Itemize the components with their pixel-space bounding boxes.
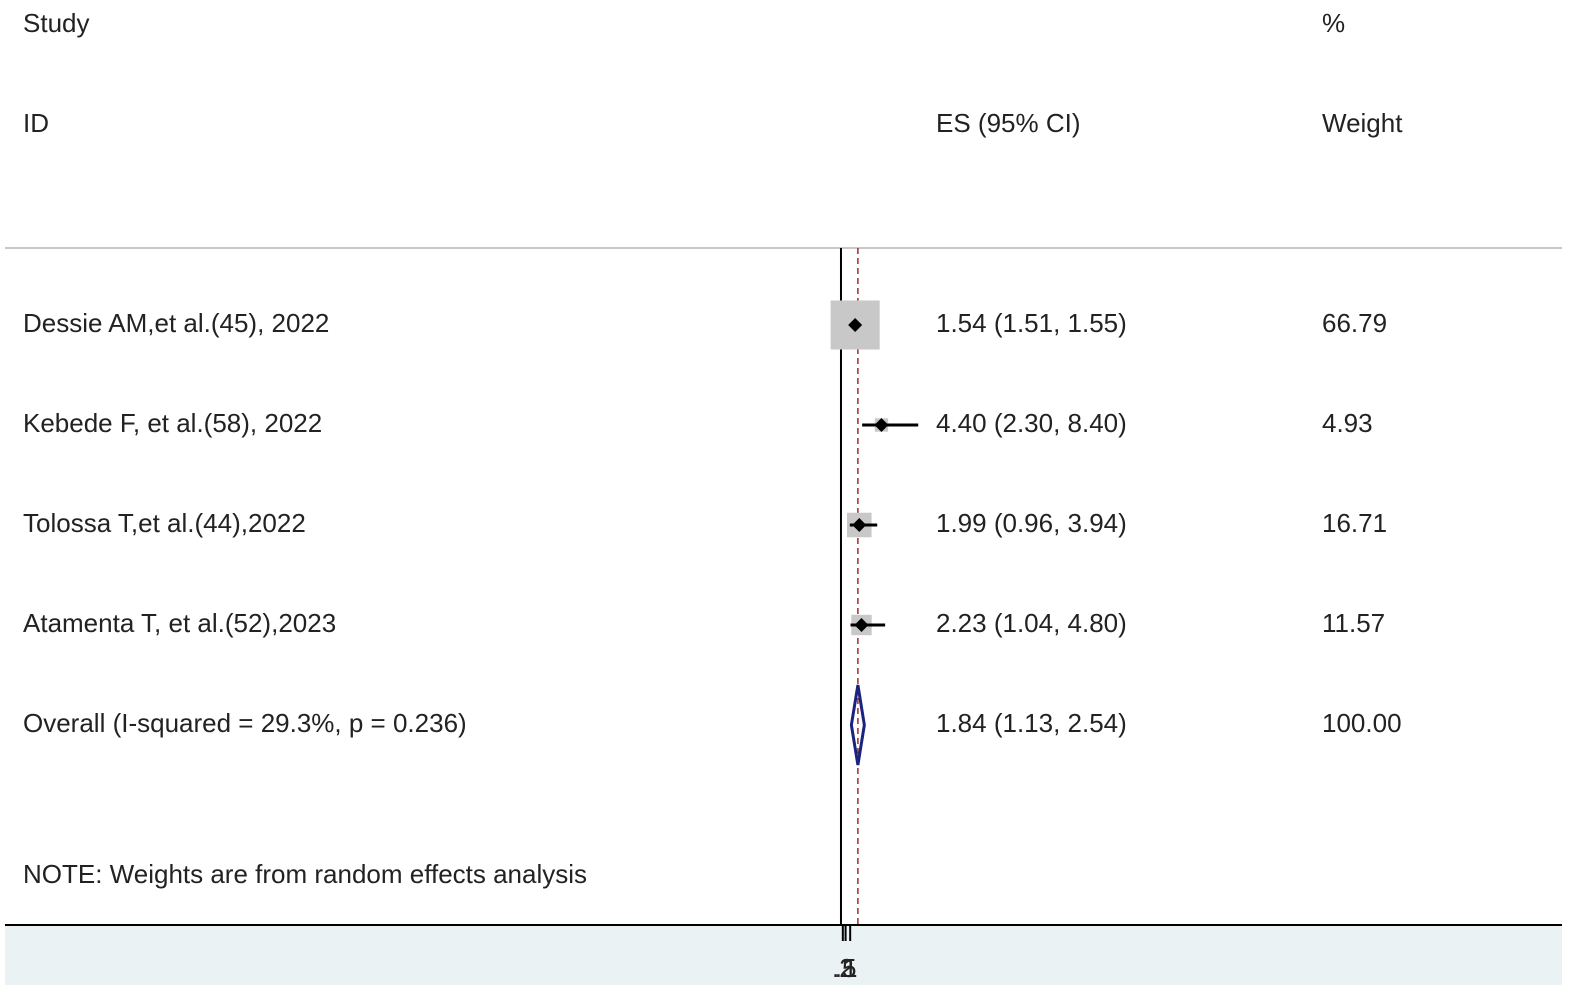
ci-label: 4.40 (2.30, 8.40) [936,408,1127,438]
note: NOTE: Weights are from random effects an… [23,859,587,889]
weight-label: 4.93 [1322,408,1373,438]
header-es: ES (95% CI) [936,108,1081,138]
overall-diamond [849,684,866,766]
weight-label: 66.79 [1322,308,1387,338]
weight-label: 16.71 [1322,508,1387,538]
study-label: Tolossa T,et al.(44),2022 [23,508,306,538]
overall-weight-label: 100.00 [1322,708,1402,738]
point-estimate [854,618,869,632]
header-pct: % [1322,8,1345,38]
ci-label: 1.54 (1.51, 1.55) [936,308,1127,338]
study-label: Dessie AM,et al.(45), 2022 [23,308,329,338]
x-tick-label: 1 [843,953,857,983]
header-weight: Weight [1322,108,1403,138]
header-study: Study [23,8,90,38]
overall-label: Overall (I-squared = 29.3%, p = 0.236) [23,708,467,738]
study-label: Atamenta T, et al.(52),2023 [23,608,336,638]
x-tick-label: .5 [835,953,857,983]
weight-label: 11.57 [1322,608,1385,638]
point-estimate [874,418,889,432]
ci-label: 2.23 (1.04, 4.80) [936,608,1127,638]
overall-ci-label: 1.84 (1.13, 2.54) [936,708,1127,738]
ci-label: 1.99 (0.96, 3.94) [936,508,1127,538]
point-estimate [852,518,867,532]
axis-area [5,925,1562,985]
header-id: ID [23,108,49,138]
point-estimate [848,318,863,332]
study-label: Kebede F, et al.(58), 2022 [23,408,322,438]
x-tick-label: .2 [832,953,854,983]
